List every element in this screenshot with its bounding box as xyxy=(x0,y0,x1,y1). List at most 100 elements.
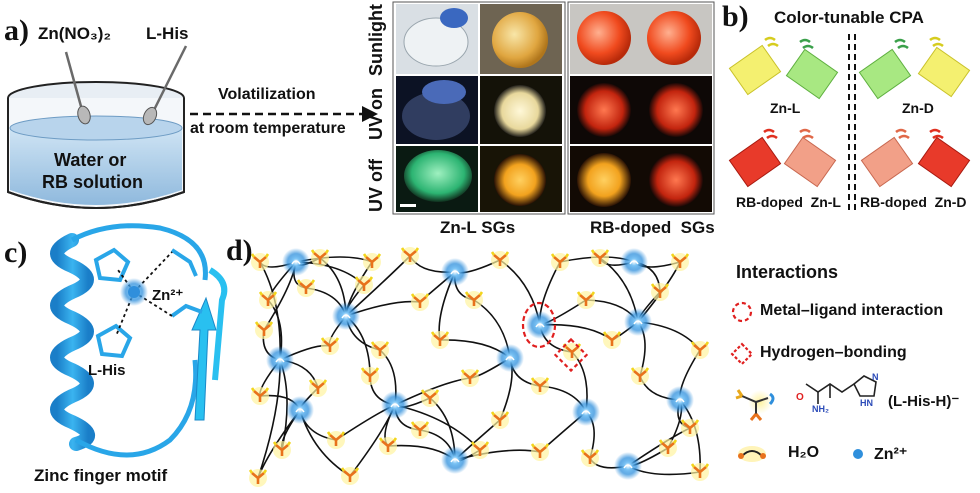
volatilization-arrow xyxy=(190,106,378,122)
zinc-node xyxy=(614,452,642,480)
legend-circle-icon xyxy=(731,301,753,323)
coordination-network xyxy=(248,247,710,487)
label-zn-l: Zn-L xyxy=(770,100,801,116)
ligand-node xyxy=(562,343,582,361)
ligand-node xyxy=(320,337,340,355)
ligand-node xyxy=(530,377,550,395)
chem-oxygen: O xyxy=(796,392,804,403)
zinc-node xyxy=(266,346,294,374)
water-label: H₂O xyxy=(788,444,820,461)
row-label-uv-off: UV off xyxy=(366,159,386,212)
ligand-node xyxy=(250,253,270,271)
ligand-node xyxy=(630,367,650,385)
ligand-node xyxy=(258,291,278,309)
beaker-label-line-2: RB solution xyxy=(42,172,143,192)
beaker-label-line-1: Water or xyxy=(54,150,127,170)
zinc-icon xyxy=(853,449,863,459)
beaker xyxy=(7,81,185,209)
ligand-node xyxy=(326,431,346,449)
label-zn-d: Zn-D xyxy=(902,100,934,116)
arrow-label-line-2: at room temperature xyxy=(190,120,346,137)
zinc-node xyxy=(441,258,469,286)
ligand-node xyxy=(680,419,700,437)
label-rb-doped-zn-l: RB-doped Zn-L xyxy=(736,194,841,210)
legend-title: Interactions xyxy=(736,262,839,282)
ligand-node xyxy=(272,441,292,459)
ligand-node xyxy=(340,467,360,485)
ligand-node xyxy=(670,253,690,271)
ligand-node xyxy=(430,331,450,349)
ligand-node xyxy=(460,369,480,387)
ligand-formula: (L-His-H)⁻ xyxy=(888,393,960,410)
zinc-node xyxy=(441,446,469,474)
zinc-node xyxy=(286,396,314,424)
ligand-node xyxy=(530,443,550,461)
ligand-node xyxy=(658,439,678,457)
panel-d-letter: d) xyxy=(226,234,253,267)
ligand-node xyxy=(354,276,374,294)
chem-hn: HN xyxy=(860,398,873,408)
ligand-node xyxy=(576,291,596,309)
label-rb-doped-zn-d: RB-doped Zn-D xyxy=(860,194,967,210)
photo-grid-rb-doped xyxy=(567,1,715,215)
ligand-node xyxy=(580,449,600,467)
ligand-node xyxy=(410,421,430,439)
ligand-node xyxy=(362,253,382,271)
caption-zn-l-sgs: Zn-L SGs xyxy=(440,218,516,237)
panel-a-letter: a) xyxy=(4,14,29,47)
reagent-zn-nitrate: Zn(NO₃)₂ xyxy=(38,24,112,43)
ligand-node xyxy=(470,441,490,459)
zinc-node xyxy=(381,391,409,419)
histidine-structure xyxy=(805,375,877,404)
cpa-diagram xyxy=(728,34,971,214)
ligand-node xyxy=(690,341,710,359)
ligand-node xyxy=(360,367,380,385)
ligand-node xyxy=(254,321,274,339)
zinc-finger-structure xyxy=(50,223,228,458)
photo-grid-zn-l xyxy=(392,1,566,215)
zinc-node xyxy=(666,386,694,414)
ligand-node xyxy=(590,249,610,267)
ligand-node xyxy=(248,469,268,487)
panel-b-letter: b) xyxy=(722,0,749,33)
ligand-node xyxy=(308,379,328,397)
ligand-node xyxy=(400,247,420,265)
zinc-node xyxy=(496,344,524,372)
metal-ligand-highlight xyxy=(521,301,557,349)
l-his-label: L-His xyxy=(88,362,126,379)
ligand-node xyxy=(602,331,622,349)
zinc-node xyxy=(624,308,652,336)
legend-hydrogen-bonding: Hydrogen–bonding xyxy=(760,344,907,361)
ligand-node xyxy=(420,389,440,407)
legend-metal-ligand: Metal–ligand interaction xyxy=(760,302,944,319)
reagent-l-his: L-His xyxy=(146,24,189,43)
chem-nitrogen: N xyxy=(872,372,879,382)
ligand-node xyxy=(650,283,670,301)
caption-rb-doped-sgs: RB-doped SGs xyxy=(590,218,715,237)
zinc-label: Zn²⁺ xyxy=(874,446,908,463)
cpa-title: Color-tunable CPA xyxy=(774,8,924,27)
legend-diamond-icon xyxy=(730,342,754,366)
ligand-node xyxy=(690,463,710,481)
ligand-node xyxy=(296,279,316,297)
ligand-node xyxy=(464,291,484,309)
zinc-node xyxy=(282,248,310,276)
ligand-node xyxy=(410,293,430,311)
panel-c-letter: c) xyxy=(4,236,28,269)
arrow-label-line-1: Volatilization xyxy=(218,86,316,103)
zinc-node xyxy=(620,248,648,276)
row-label-sunlight: Sunlight xyxy=(366,4,386,76)
ligand-node xyxy=(378,437,398,455)
zinc-ion-label: Zn²⁺ xyxy=(152,287,184,304)
spoon-icon xyxy=(64,51,91,125)
spoon-icon xyxy=(142,45,188,126)
ligand-node xyxy=(370,341,390,359)
zinc-finger-caption: Zinc finger motif xyxy=(34,466,168,485)
row-label-uv-on: UV on xyxy=(366,88,386,140)
ligand-node xyxy=(550,253,570,271)
ligand-node xyxy=(490,411,510,429)
ligand-node xyxy=(250,387,270,405)
ligand-node xyxy=(490,251,510,269)
